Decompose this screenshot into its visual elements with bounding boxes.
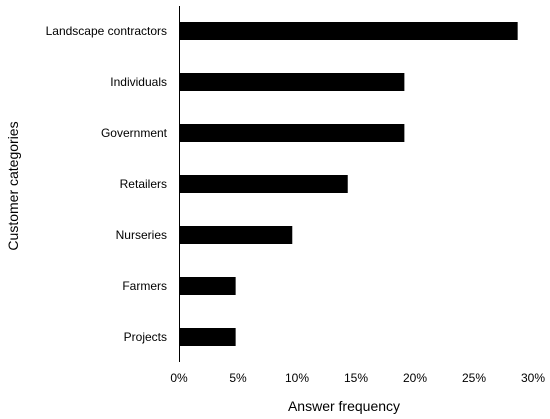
x-tick-label: 30% [521, 371, 545, 385]
category-label: Retailers [120, 177, 167, 191]
bar-government [179, 124, 405, 142]
category-label: Landscape contractors [46, 24, 167, 38]
bar-individuals [179, 73, 405, 91]
category-labels: Landscape contractors Individuals Governme… [46, 24, 168, 344]
category-label: Farmers [122, 279, 167, 293]
x-tick-label: 10% [285, 371, 309, 385]
category-label: Nurseries [116, 228, 167, 242]
x-tick-label: 0% [170, 371, 188, 385]
category-label: Individuals [110, 75, 167, 89]
bar-nurseries [179, 226, 293, 244]
x-tick-label: 25% [462, 371, 486, 385]
x-tick-label: 5% [229, 371, 247, 385]
bars-group [179, 22, 518, 346]
x-tick-label: 20% [403, 371, 427, 385]
y-axis-title: Customer categories [5, 121, 21, 250]
category-label: Government [101, 126, 168, 140]
x-tick-labels: 0% 5% 10% 15% 20% 25% 30% [170, 371, 545, 385]
bar-retailers [179, 175, 348, 193]
x-tick-label: 15% [344, 371, 368, 385]
x-axis-title: Answer frequency [288, 398, 400, 414]
category-label: Projects [124, 330, 167, 344]
bar-projects [179, 328, 236, 346]
bar-landscape-contractors [179, 22, 518, 40]
bar-farmers [179, 277, 236, 295]
